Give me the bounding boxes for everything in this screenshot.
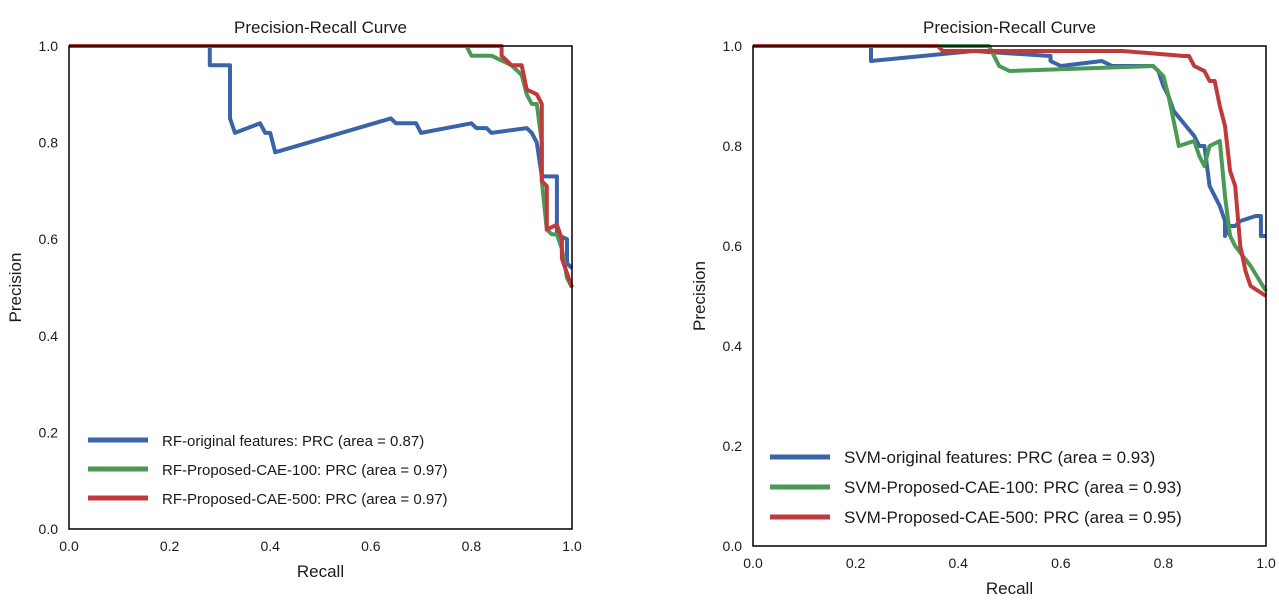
legend-entry-2: RF-Proposed-CAE-500: PRC (area = 0.97) [162, 491, 448, 508]
y-tick-label: 0.8 [723, 138, 743, 154]
y-tick-label: 1.0 [723, 38, 743, 54]
series-line-1 [753, 44, 1268, 293]
legend-entry-0: RF-original features: PRC (area = 0.87) [162, 433, 424, 450]
x-axis-label: Recall [297, 562, 344, 581]
svm-precision-recall-chart: Precision-Recall Curve 0.0 0.2 0.4 0.6 0.8 1.0… [690, 18, 1276, 598]
legend: SVM-original features: PRC (area = 0.93)… [770, 448, 1182, 527]
x-tick-label: 1.0 [1256, 555, 1276, 571]
x-tick-label: 0.6 [361, 538, 381, 554]
chart-title: Precision-Recall Curve [234, 18, 407, 37]
y-tick-label: 0.6 [39, 231, 59, 247]
x-tick-label: 0.2 [846, 555, 866, 571]
y-tick-label: 1.0 [39, 38, 59, 54]
series-line-1 [69, 44, 574, 289]
series-lines [69, 44, 574, 289]
legend-entry-0: SVM-original features: PRC (area = 0.93) [844, 448, 1155, 467]
series-line-2 [753, 44, 1268, 298]
x-tick-label: 0.8 [1154, 555, 1174, 571]
series-line-0 [69, 44, 574, 270]
legend-entry-1: RF-Proposed-CAE-100: PRC (area = 0.97) [162, 462, 448, 479]
x-tick-label: 0.4 [260, 538, 280, 554]
legend: RF-original features: PRC (area = 0.87) R… [88, 433, 448, 508]
series-line-2 [69, 44, 574, 289]
y-tick-label: 0.8 [39, 135, 59, 151]
y-tick-label: 0.2 [39, 424, 59, 440]
x-tick-label: 0.4 [948, 555, 968, 571]
y-tick-label: 0.2 [723, 438, 743, 454]
x-tick-label: 0.0 [59, 538, 79, 554]
chart-title: Precision-Recall Curve [923, 18, 1096, 37]
y-tick-label: 0.4 [39, 328, 59, 344]
y-tick-label: 0.0 [723, 538, 743, 554]
y-tick-label: 0.6 [723, 238, 743, 254]
rf-precision-recall-chart: Precision-Recall Curve 0.0 0.2 0.4 0.6 0.8 1.0… [6, 18, 582, 581]
legend-entry-2: SVM-Proposed-CAE-500: PRC (area = 0.95) [844, 508, 1182, 527]
x-axis-label: Recall [986, 579, 1033, 598]
y-axis-label: Precision [690, 261, 709, 331]
x-tick-label: 0.6 [1051, 555, 1071, 571]
x-tick-label: 0.8 [462, 538, 482, 554]
plot-frame [68, 45, 573, 530]
legend-entry-1: SVM-Proposed-CAE-100: PRC (area = 0.93) [844, 478, 1182, 497]
x-tick-label: 1.0 [562, 538, 582, 554]
series-lines [753, 44, 1268, 298]
y-tick-label: 0.0 [39, 521, 59, 537]
x-tick-label: 0.0 [743, 555, 763, 571]
plot-frame [752, 45, 1267, 547]
x-tick-label: 0.2 [160, 538, 180, 554]
y-axis-label: Precision [6, 253, 25, 323]
y-tick-label: 0.4 [723, 338, 743, 354]
